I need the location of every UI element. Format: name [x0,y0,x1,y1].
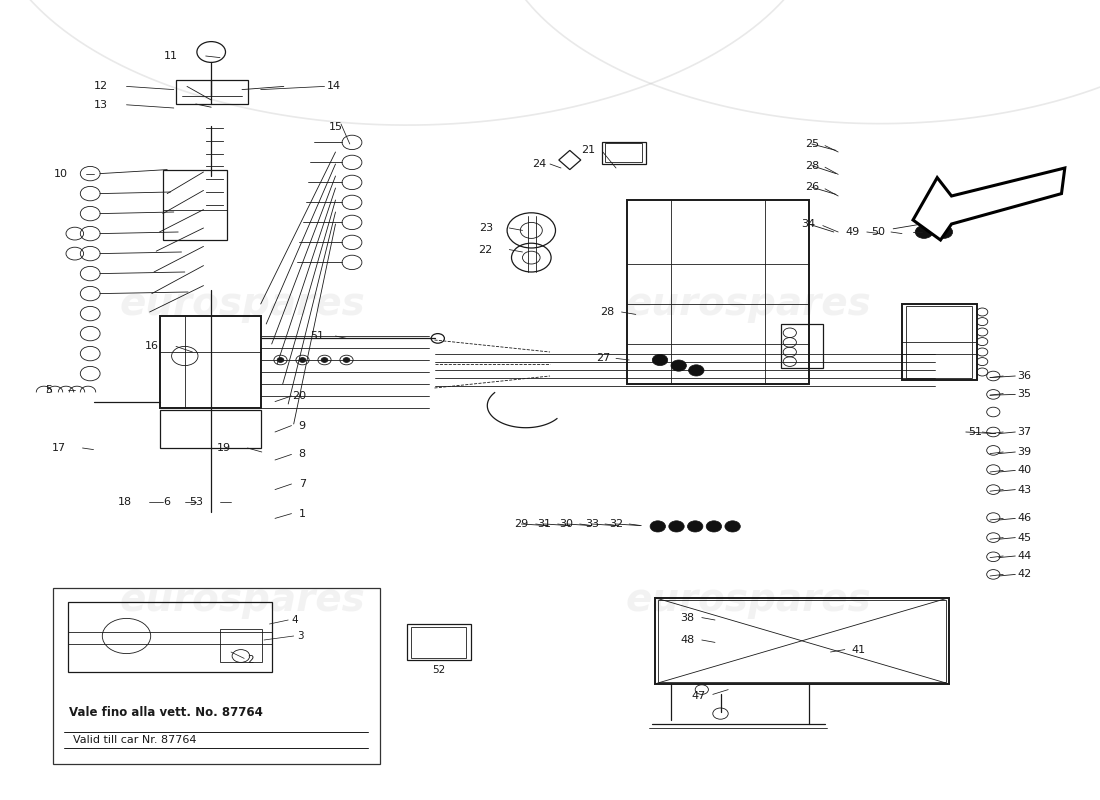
Text: 27: 27 [596,354,609,363]
Text: 21: 21 [582,145,595,154]
Text: 29: 29 [515,519,528,529]
Text: 41: 41 [851,645,865,654]
Text: 22: 22 [478,245,493,254]
Text: 11: 11 [164,51,178,61]
Text: 10: 10 [54,169,68,178]
Bar [160,410,261,448]
Text: 17: 17 [52,443,66,453]
Text: 16: 16 [144,342,158,351]
Circle shape [915,226,933,238]
Text: 53: 53 [189,497,204,506]
Text: eurospares: eurospares [625,581,871,619]
Text: 39: 39 [1018,447,1032,457]
Bar [407,624,471,660]
Text: 49: 49 [846,227,859,237]
Bar [906,306,972,378]
Text: 8: 8 [299,450,306,459]
Text: 37: 37 [1018,427,1032,437]
Text: 51: 51 [310,331,324,341]
Text: 52: 52 [432,666,446,675]
Circle shape [706,521,722,532]
Text: 48: 48 [681,635,694,645]
Text: 47: 47 [692,691,705,701]
Bar [605,143,642,162]
Text: 45: 45 [1018,533,1032,542]
Text: Vale fino alla vett. No. 87764: Vale fino alla vett. No. 87764 [69,706,263,718]
Text: 50: 50 [871,227,884,237]
Bar [163,170,227,240]
Text: 1: 1 [299,509,306,518]
Bar [160,316,261,408]
Text: 33: 33 [585,519,598,529]
Text: 19: 19 [217,443,231,453]
Bar [654,598,949,684]
Text: 46: 46 [1018,514,1032,523]
Text: 32: 32 [609,519,623,529]
Text: eurospares: eurospares [119,581,365,619]
Text: 28: 28 [601,307,614,317]
Bar [627,200,808,384]
Text: eurospares: eurospares [119,285,365,323]
Text: 7: 7 [299,479,306,489]
Text: 6: 6 [164,497,170,506]
Text: 36: 36 [1018,371,1032,381]
Text: 4: 4 [292,615,298,625]
Text: 13: 13 [94,100,108,110]
Bar [602,142,646,164]
Bar [902,304,977,380]
Text: 5: 5 [45,385,52,394]
Text: 3: 3 [297,631,304,641]
Bar [411,627,466,658]
Circle shape [671,360,686,371]
Text: 15: 15 [329,122,343,132]
Text: 35: 35 [1018,389,1032,398]
Text: Valid till car Nr. 87764: Valid till car Nr. 87764 [73,735,196,745]
Circle shape [935,226,953,238]
Text: 23: 23 [478,223,493,233]
Circle shape [277,358,284,362]
Text: eurospares: eurospares [625,285,871,323]
Text: 40: 40 [1018,466,1032,475]
Bar [53,588,380,764]
Text: 14: 14 [327,82,341,91]
Text: 24: 24 [532,159,546,169]
Text: 28: 28 [805,161,818,170]
Circle shape [688,521,703,532]
Circle shape [650,521,666,532]
Bar [781,324,823,368]
Circle shape [299,358,306,362]
Bar [220,629,262,662]
Text: 34: 34 [802,219,815,229]
Text: 2: 2 [248,655,254,665]
Text: 44: 44 [1018,551,1032,561]
Bar [176,80,248,104]
Circle shape [689,365,704,376]
Polygon shape [913,168,1065,240]
Bar [658,600,946,682]
Text: 51: 51 [968,427,982,437]
Circle shape [343,358,350,362]
Circle shape [725,521,740,532]
Text: 18: 18 [118,497,132,506]
Circle shape [321,358,328,362]
Text: 25: 25 [805,139,818,149]
Circle shape [669,521,684,532]
Text: 31: 31 [538,519,551,529]
Text: 42: 42 [1018,570,1032,579]
Text: 30: 30 [560,519,573,529]
Text: 43: 43 [1018,485,1032,494]
Text: 38: 38 [681,613,694,622]
Text: 20: 20 [292,391,306,401]
Text: 9: 9 [299,421,306,430]
Circle shape [652,354,668,366]
Text: 12: 12 [94,82,108,91]
Text: 26: 26 [805,182,818,192]
Bar [68,602,272,672]
